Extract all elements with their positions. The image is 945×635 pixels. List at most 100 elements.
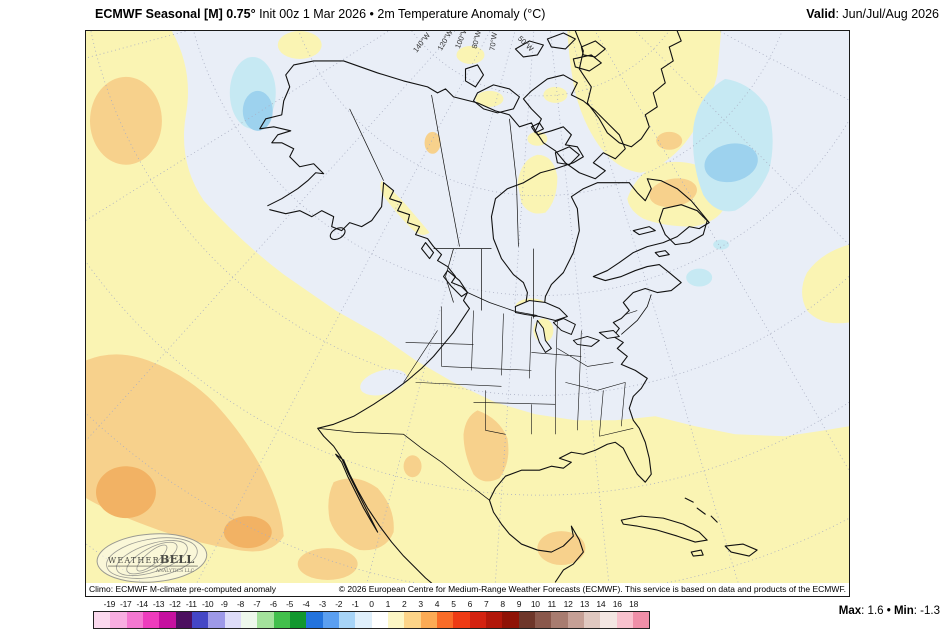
anomaly-cool-core [242,90,273,131]
anomaly-neutral-pocket [515,382,568,410]
anomaly-orange-patch [656,131,683,150]
logo-swirl [106,537,198,579]
colorbar-segment [322,612,339,628]
colorbar-tick-label: 11 [547,599,557,609]
max-label: Max [838,605,862,617]
anomaly-orange-patch [463,410,509,482]
coast-main [259,60,710,583]
graticule-label: 70°W [488,31,500,51]
colorbar-tick-label: 7 [483,599,489,609]
colorbar-tick-label: -8 [236,599,244,609]
colorbar-tick-label: 14 [596,599,606,609]
colorbar-tick-label: 16 [612,599,622,609]
colorbar-segment [208,612,225,628]
coast-alaska-south [269,182,385,232]
coast-greenland [574,31,682,148]
colorbar-segment [142,612,160,628]
island-haida [421,242,435,260]
borders-provinces [349,94,534,319]
colorbar-tick-label: -14 [136,599,148,609]
anomaly-orange-patch [424,131,441,154]
colorbar-segment [159,612,176,628]
colorbar-segment [404,612,421,628]
anomaly-warm-patch [802,244,849,324]
colorbar-tick-label: 0 [369,599,374,609]
colorbar-segment [420,612,437,628]
colorbar-segments [93,611,650,629]
max-value: 1.6 [867,605,884,617]
valid-label: Valid [806,7,836,21]
colorbar-tick-label: 4 [434,599,440,609]
island-banks [464,64,485,88]
anomaly-orange-patch [649,178,697,208]
colorbar-tick-label: -10 [201,599,214,609]
colorbar-tick-label: -19 [103,599,116,609]
island-hispaniola [724,543,758,557]
anomaly-orange-patch [537,531,586,566]
colorbar-tick-label: 13 [580,599,589,609]
island-anticosti [632,226,656,236]
colorbar-segment [616,612,633,628]
island-victoria [472,84,520,114]
logo-subtitle: Analytics LLC [155,568,195,574]
colorbar-segment [502,612,519,628]
island-baffin [522,74,626,180]
colorbar-tick-label: 10 [530,599,540,609]
separator: : [913,605,921,617]
anomaly-orange-patch [297,548,358,581]
colorbar-tick-label: 1 [385,599,391,609]
colorbar-tick-label: -7 [253,599,261,609]
colorbar-segment [224,612,241,628]
weather-map: 140°W 120°W 100°W 80°W 70°W 50°W Weather… [86,31,849,583]
colorbar-tick-label: 2 [402,599,407,609]
map-title-model: ECMWF Seasonal [M] 0.75° [95,7,256,21]
header-bar: ECMWF Seasonal [M] 0.75° Init 00z 1 Mar … [0,7,945,22]
colorbar-segment [534,612,552,628]
colorbar-segment [371,612,388,628]
colorbar-segment [191,612,209,628]
borders-us-states [403,306,638,437]
colorbar-tick-label: -6 [269,599,277,609]
colorbar-tick-label: -5 [286,599,294,609]
colorbar-tick-label: -13 [152,599,165,609]
island-southampton [554,146,580,166]
logo-swirl [96,533,208,583]
island-pei [654,250,670,258]
valid-date: Valid: Jun/Jul/Aug 2026 [806,7,939,22]
anomaly-orange-patch [89,76,162,165]
graticule [86,31,849,583]
map-frame: 140°W 120°W 100°W 80°W 70°W 50°W Weather… [85,30,850,584]
anomaly-warm-greenland [567,31,722,173]
border-us-mexico [317,427,490,501]
anomaly-orange-patch [403,455,422,478]
anomaly-cool-core [704,143,758,183]
islands-bahamas [684,497,718,523]
anomaly-deep-orange-patch [223,516,272,549]
colorbar-segment [518,612,535,628]
colorbar-segment [583,612,601,628]
logo-weather: Weather [108,556,160,565]
colorbar-segment [453,612,470,628]
anomaly-warm-patch [475,90,504,107]
anomaly-cool-patch [686,268,713,287]
colorbar-segment [94,612,111,628]
colorbar-tick-label: -1 [351,599,359,609]
colorbar-tick-label: 6 [467,599,473,609]
colorbar-segment [600,612,617,628]
colorbar-segment [355,612,372,628]
colorbar-tick-label: 12 [563,599,573,609]
attribution-bar: Climo: ECMWF M-climate pre-computed anom… [85,583,850,597]
colorbar: -19 -17 -14 -13 -12 -11 -10 -9 -8 -7 -6 -5 -4 -3 -2 -1 0… [93,599,650,629]
anomaly-warm-patch [599,64,628,85]
border-us-canada [467,292,652,335]
colorbar-segment [240,612,258,628]
map-title: ECMWF Seasonal [M] 0.75° Init 00z 1 Mar … [95,7,545,22]
colorbar-tick-label: 8 [500,599,505,609]
logo-text: WeatherBELL [108,552,194,566]
map-title-params: Init 00z 1 Mar 2026 • 2m Temperature Ano… [255,7,546,21]
borders [317,94,652,501]
anomaly-warm-region [86,31,849,583]
logo-swirl [126,541,178,575]
separator: • [883,605,894,617]
max-min-readout: Max: 1.6 • Min: -1.3 [839,605,940,617]
